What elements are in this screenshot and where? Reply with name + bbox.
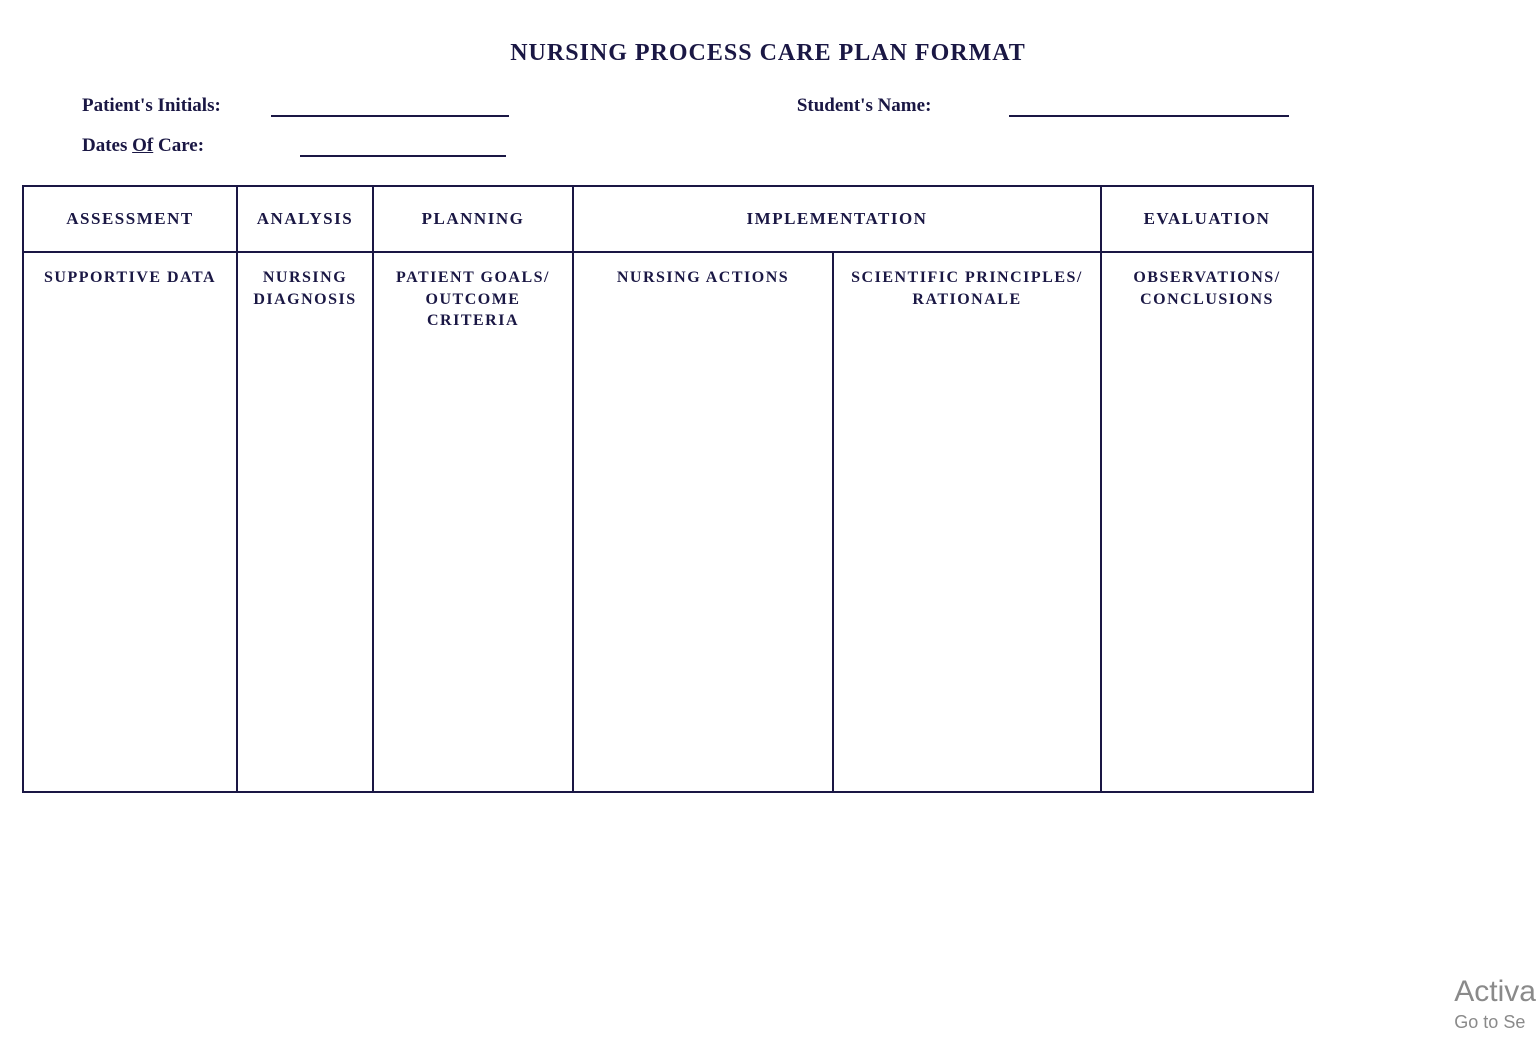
sub-scientific-principles: SCIENTIFIC PRINCIPLES/ RATIONALE [833,252,1101,792]
sub-supportive-data: SUPPORTIVE DATA [23,252,237,792]
field-row-1: Patient's Initials: Student's Name: [82,95,1514,117]
dates-of-care-line[interactable] [300,155,506,157]
sub-patient-goals: PATIENT GOALS/ OUTCOME CRITERIA [373,252,573,792]
document-page: NURSING PROCESS CARE PLAN FORMAT Patient… [0,0,1536,793]
patient-initials-label: Patient's Initials: [82,95,221,117]
table-header-row: ASSESSMENT ANALYSIS PLANNING IMPLEMENTAT… [23,186,1313,252]
field-row-2: Dates Of Care: [82,135,1514,157]
dates-label-pre: Dates [82,135,132,156]
student-name-label: Student's Name: [797,95,932,117]
care-plan-table: ASSESSMENT ANALYSIS PLANNING IMPLEMENTAT… [22,185,1314,793]
patient-initials-group: Patient's Initials: [82,95,509,117]
patient-initials-line[interactable] [271,115,509,117]
header-evaluation: EVALUATION [1101,186,1313,252]
header-assessment: ASSESSMENT [23,186,237,252]
watermark-title: Activa [1454,973,1536,1011]
header-planning: PLANNING [373,186,573,252]
activate-windows-watermark: Activa Go to Se [1454,973,1536,1033]
student-name-group: Student's Name: [797,95,1290,117]
dates-label-underlined: Of [132,135,153,156]
dates-of-care-group: Dates Of Care: [82,135,506,157]
header-implementation: IMPLEMENTATION [573,186,1101,252]
sub-observations: OBSERVATIONS/ CONCLUSIONS [1101,252,1313,792]
table-subheader-row: SUPPORTIVE DATA NURSING DIAGNOSIS PATIEN… [23,252,1313,792]
page-title: NURSING PROCESS CARE PLAN FORMAT [22,40,1514,67]
dates-label-post: Care: [153,135,204,156]
header-fields: Patient's Initials: Student's Name: Date… [82,95,1514,157]
sub-nursing-actions: NURSING ACTIONS [573,252,833,792]
sub-nursing-diagnosis: NURSING DIAGNOSIS [237,252,373,792]
dates-of-care-label: Dates Of Care: [82,135,204,157]
student-name-line[interactable] [1009,115,1289,117]
watermark-subtitle: Go to Se [1454,1011,1536,1034]
header-analysis: ANALYSIS [237,186,373,252]
